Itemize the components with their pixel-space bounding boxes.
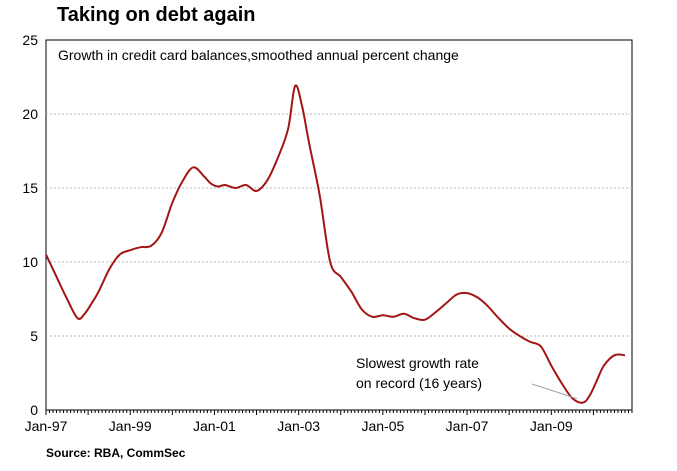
x-tick-label: Jan-99 — [109, 418, 152, 434]
annotation-pointer — [531, 383, 578, 400]
y-tick-label: 0 — [30, 402, 38, 418]
chart-subtitle: Growth in credit card balances,smoothed … — [58, 47, 459, 63]
annotation-line-2: on record (16 years) — [356, 375, 482, 391]
series-line — [45, 84, 626, 404]
y-tick-label: 15 — [22, 180, 38, 196]
x-tick-label: Jan-07 — [446, 418, 489, 434]
x-tick-label: Jan-97 — [25, 418, 68, 434]
plot-area — [45, 39, 633, 411]
x-tick-label: Jan-09 — [530, 418, 573, 434]
source-note: Source: RBA, CommSec — [46, 446, 186, 460]
y-tick-label: 10 — [22, 254, 38, 270]
x-tick-label: Jan-03 — [277, 418, 320, 434]
y-tick-label: 20 — [22, 106, 38, 122]
annotation-line-1: Slowest growth rate — [356, 355, 479, 371]
x-tick-label: Jan-01 — [193, 418, 236, 434]
chart-title: Taking on debt again — [57, 4, 256, 26]
line-chart: 0 5 10 15 20 25 Jan-97 Jan-99 Jan-01 Jan-03 Jan-0… — [22, 32, 633, 434]
y-tick-label: 5 — [30, 328, 38, 344]
y-tick-label: 25 — [22, 32, 38, 48]
gridlines — [46, 113, 632, 337]
y-axis: 0 5 10 15 20 25 — [22, 32, 38, 418]
x-tick-label: Jan-05 — [361, 418, 404, 434]
x-axis: Jan-97 Jan-99 Jan-01 Jan-03 Jan-05 Jan-07 Jan-… — [25, 410, 633, 434]
